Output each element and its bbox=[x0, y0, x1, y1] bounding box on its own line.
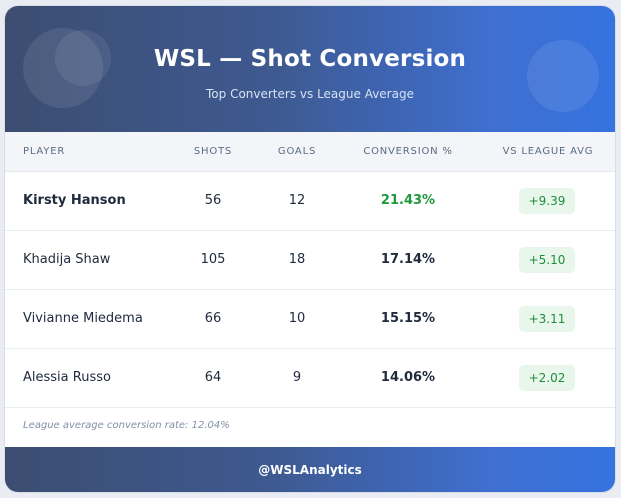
shots-value: 64 bbox=[204, 370, 222, 385]
column-header-goals: GOALS bbox=[277, 146, 317, 157]
column-header-player: PLAYER bbox=[23, 146, 66, 157]
column-header-shots: SHOTS bbox=[193, 146, 233, 157]
vs-avg-badge: +3.11 bbox=[518, 306, 576, 332]
column-header-conversion: CONVERSION % bbox=[363, 146, 453, 157]
vs-avg-badge: +5.10 bbox=[518, 247, 576, 273]
conversion-value: 15.15% bbox=[380, 311, 436, 326]
table-row: Khadija Shaw 105 18 17.14% +5.10 bbox=[5, 231, 615, 290]
card-header: WSL — Shot Conversion Top Converters vs … bbox=[5, 6, 615, 132]
goals-value: 12 bbox=[288, 193, 306, 208]
table-row: Alessia Russo 64 9 14.06% +2.02 bbox=[5, 349, 615, 408]
decorative-circle bbox=[527, 40, 599, 112]
table-header: PLAYER SHOTS GOALS CONVERSION % VS LEAGU… bbox=[5, 132, 615, 172]
table-row: Kirsty Hanson 56 12 21.43% +9.39 bbox=[5, 172, 615, 231]
column-header-vs-league-avg: VS LEAGUE AVG bbox=[502, 146, 594, 157]
vs-avg-badge: +9.39 bbox=[518, 188, 576, 214]
vs-avg-badge: +2.02 bbox=[518, 365, 576, 391]
goals-value: 18 bbox=[288, 252, 306, 267]
shots-value: 66 bbox=[204, 311, 222, 326]
shots-value: 105 bbox=[200, 252, 226, 267]
conversion-value: 21.43% bbox=[380, 193, 436, 208]
table-row: Vivianne Miedema 66 10 15.15% +3.11 bbox=[5, 290, 615, 349]
goals-value: 9 bbox=[292, 370, 302, 385]
conversion-value: 14.06% bbox=[380, 370, 436, 385]
player-name: Vivianne Miedema bbox=[23, 311, 143, 326]
player-name: Alessia Russo bbox=[23, 370, 111, 385]
footer-handle: @WSLAnalytics bbox=[5, 447, 615, 492]
goals-value: 10 bbox=[288, 311, 306, 326]
league-average-note: League average conversion rate: 12.04% bbox=[23, 420, 230, 431]
decorative-circle bbox=[23, 28, 103, 108]
decorative-circle bbox=[55, 30, 111, 86]
page-subtitle: Top Converters vs League Average bbox=[206, 87, 414, 101]
shots-value: 56 bbox=[204, 193, 222, 208]
conversion-value: 17.14% bbox=[380, 252, 436, 267]
player-name: Kirsty Hanson bbox=[23, 193, 126, 208]
player-name: Khadija Shaw bbox=[23, 252, 111, 267]
page-title: WSL — Shot Conversion bbox=[153, 46, 467, 72]
stats-card: WSL — Shot Conversion Top Converters vs … bbox=[4, 5, 616, 493]
